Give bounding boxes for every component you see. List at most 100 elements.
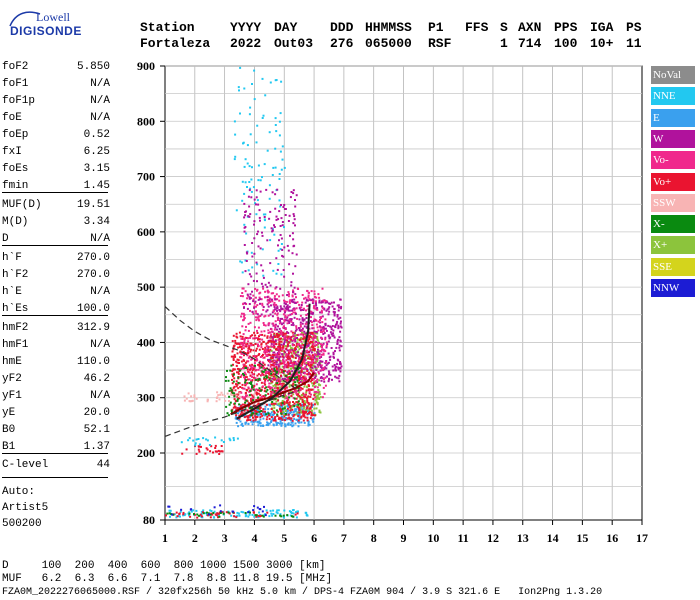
echo-point (281, 402, 284, 405)
echo-point (292, 324, 295, 327)
echo-point (277, 347, 280, 350)
echo-point (301, 294, 304, 296)
echo-point (306, 305, 309, 308)
echo-point (310, 388, 313, 391)
echo-point (298, 375, 301, 378)
echo-point (306, 412, 309, 415)
echo-point (251, 412, 254, 415)
echo-point (275, 257, 278, 260)
echo-point (287, 314, 290, 317)
echo-point (303, 330, 306, 333)
echo-point (300, 404, 302, 407)
virtual-height-trace (230, 372, 315, 416)
echo-point (298, 412, 301, 415)
echo-point (302, 404, 305, 407)
echo-point (195, 438, 198, 441)
echo-point (244, 344, 247, 347)
echo-point (168, 512, 171, 515)
echo-point (236, 383, 239, 386)
echo-point (261, 176, 263, 179)
echo-point (252, 279, 255, 282)
echo-point (297, 393, 300, 396)
legend-item-noval: NoVal (651, 66, 695, 84)
echo-point (296, 381, 299, 384)
echo-point (264, 405, 267, 408)
echo-point (231, 382, 234, 385)
echo-point (286, 294, 289, 296)
echo-point (257, 392, 260, 395)
echo-point (258, 387, 261, 390)
echo-point (259, 418, 262, 421)
echo-point (285, 401, 288, 404)
echo-point (198, 450, 201, 453)
echo-point (281, 248, 284, 251)
echo-point (284, 208, 287, 210)
echo-point (273, 332, 276, 335)
echo-point (168, 505, 171, 508)
echo-point (292, 512, 295, 515)
echo-point (303, 372, 306, 375)
echo-point (322, 367, 325, 370)
echo-point (275, 421, 278, 424)
echo-point (311, 337, 314, 340)
echo-point (240, 360, 243, 363)
echo-point (267, 323, 270, 326)
echo-point (286, 514, 289, 517)
param-name: foEp (2, 129, 29, 141)
echo-point (327, 352, 330, 355)
echo-point (212, 451, 214, 454)
echo-point (262, 276, 265, 279)
echo-point (292, 424, 295, 427)
echo-point (302, 393, 304, 396)
echo-point (263, 330, 266, 333)
echo-point (305, 513, 308, 516)
logo-text-top: Lowell (36, 10, 70, 24)
echo-point (272, 269, 275, 272)
echo-point (237, 512, 240, 515)
header-value-11: 11 (626, 36, 642, 51)
echo-point (311, 302, 314, 304)
echo-point (296, 393, 299, 396)
echo-point (283, 309, 286, 312)
echo-point (244, 512, 247, 514)
echo-point (233, 158, 236, 161)
echo-point (337, 338, 339, 341)
echo-point (242, 315, 245, 318)
echo-point (337, 304, 340, 307)
echo-point (297, 367, 300, 370)
echo-point (268, 385, 270, 388)
echo-point (292, 301, 295, 304)
echo-point (274, 320, 277, 323)
echo-point (256, 343, 259, 346)
echo-point (266, 336, 269, 339)
echo-point (237, 372, 240, 375)
echo-point (260, 313, 263, 316)
echo-point (271, 330, 273, 333)
echo-point (232, 355, 235, 358)
echo-point (332, 329, 335, 332)
echo-point (249, 309, 251, 312)
echo-point (276, 509, 279, 512)
echo-point (249, 213, 252, 216)
echo-point (279, 409, 282, 412)
echo-point (295, 392, 298, 395)
echo-point (277, 383, 280, 386)
echo-point (293, 418, 296, 420)
echo-point (269, 390, 272, 393)
echo-point (311, 298, 314, 301)
echo-point (253, 326, 256, 329)
echo-point (333, 312, 336, 315)
echo-point (281, 418, 284, 421)
echo-point (249, 297, 252, 300)
echo-point (269, 210, 272, 213)
echo-point (217, 514, 220, 517)
echo-point (250, 275, 253, 278)
echo-point (226, 392, 229, 395)
echo-point (244, 270, 247, 273)
echo-point (266, 345, 269, 348)
echo-point (270, 372, 273, 375)
echo-point (272, 373, 275, 376)
echo-point (306, 400, 309, 403)
echo-point (289, 234, 291, 237)
echo-point (232, 380, 235, 383)
